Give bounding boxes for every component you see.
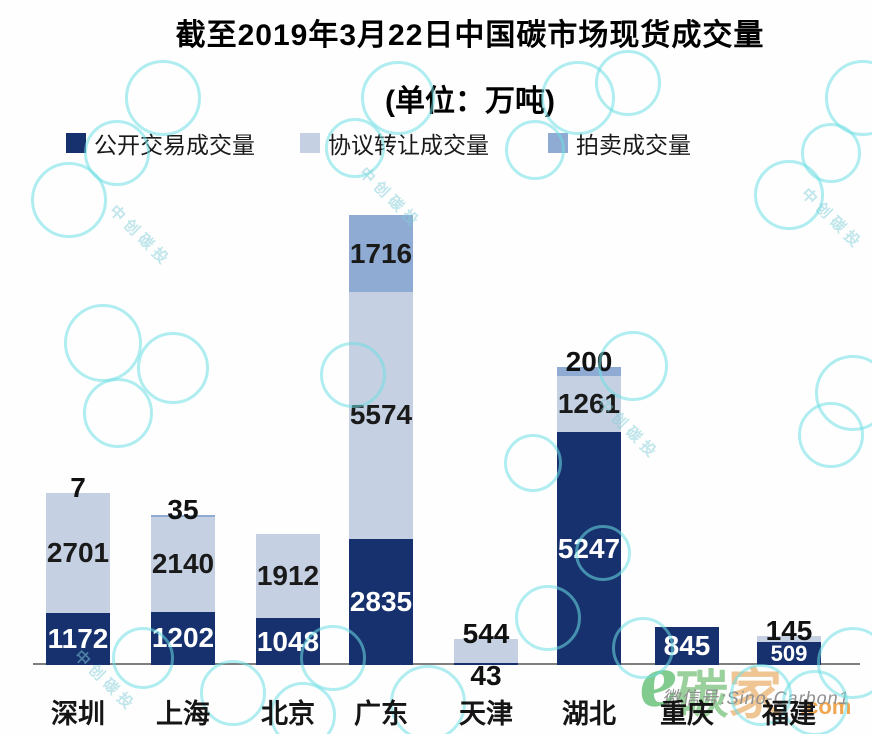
- bar-segment-open-trade: 2835: [349, 539, 413, 665]
- bar-segment-open-trade: [454, 663, 518, 665]
- bar-segment-agreement-transfer: 1912: [256, 533, 320, 619]
- stacked-bar: 1048 1912: [256, 533, 320, 665]
- bubble-watermark-icon: [84, 120, 150, 186]
- legend-swatch-agreement-transfer: [300, 133, 320, 153]
- bar-value-label-agreement-transfer: 1261: [557, 388, 621, 420]
- bubble-watermark-icon: [200, 660, 266, 726]
- bubble-watermark-icon: [515, 585, 581, 651]
- legend-item-auction: 拍卖成交量: [548, 131, 691, 158]
- x-axis-label: 天津: [459, 699, 513, 729]
- bar-segment-agreement-transfer: 2140: [151, 516, 215, 612]
- x-axis-label: 福建: [762, 699, 816, 729]
- stacked-bar: 1172 2701 7: [46, 473, 110, 665]
- bubble-watermark-icon: [83, 378, 153, 448]
- bubble-watermark-icon: [112, 627, 174, 689]
- bar-segment-auction: 1716: [349, 215, 413, 292]
- x-axis-label: 北京: [261, 699, 315, 729]
- bar-value-label-auction: 7: [70, 471, 86, 503]
- legend-swatch-open-trade: [66, 133, 86, 153]
- bubble-watermark-icon: [137, 332, 209, 404]
- bubble-watermark-icon: [325, 118, 385, 178]
- bar-value-label-agreement-transfer: 145: [765, 614, 813, 646]
- stacked-bar: 43 544: [454, 619, 518, 690]
- bubble-watermark-icon: [595, 50, 661, 116]
- bubble-watermark-icon: [612, 617, 674, 679]
- bar-value-label-open-trade: 2835: [349, 586, 413, 618]
- bubble-watermark-icon: [575, 525, 631, 581]
- bubble-watermark-icon: [270, 682, 336, 734]
- bubble-watermark-icon: [125, 60, 201, 136]
- legend-label-auction: 拍卖成交量: [576, 132, 691, 158]
- bar-value-label-open-trade: 1172: [47, 622, 109, 654]
- x-axis-label: 深圳: [51, 699, 105, 729]
- chart-title: 截至2019年3月22日中国碳市场现货成交量 (单位：万吨): [70, 10, 870, 120]
- bubble-watermark-icon: [504, 434, 562, 492]
- x-axis-baseline: [33, 663, 860, 665]
- bar-segment-auction: [557, 367, 621, 377]
- bubble-watermark-icon: [505, 120, 565, 180]
- bar-value-label-open-trade: 43: [470, 660, 502, 691]
- bar-segment-agreement-transfer: 5574: [349, 291, 413, 540]
- bar-segment-open-trade: 1172: [46, 612, 110, 665]
- bar-value-label-agreement-transfer: 2701: [46, 537, 110, 568]
- bar-segment-agreement-transfer: 2701: [46, 493, 110, 613]
- bubble-watermark-icon: [598, 331, 668, 401]
- stacked-bar: 509 145: [757, 616, 821, 665]
- x-axis-label: 重庆: [660, 699, 714, 729]
- bubble-watermark-icon: [300, 625, 366, 691]
- stacked-bar: 2835 5574 1716: [349, 215, 413, 665]
- x-axis-label: 湖北: [562, 699, 616, 729]
- watermark-logo-green-char: 碳: [676, 667, 729, 725]
- bar-segment-auction: [151, 515, 215, 517]
- bar-value-label-auction: 35: [167, 494, 199, 526]
- bubble-watermark-icon: [390, 665, 466, 734]
- bar-value-label-agreement-transfer: 1912: [256, 560, 320, 592]
- bubble-watermark-icon: [801, 123, 861, 183]
- bar-value-label-agreement-transfer: 544: [462, 617, 510, 649]
- bubble-watermark-icon: [361, 61, 435, 135]
- bar-value-label-auction: 1716: [349, 237, 413, 269]
- bubble-watermark-icon: [730, 664, 792, 726]
- bubble-watermark-icon: [754, 160, 824, 230]
- x-axis-label: 上海: [156, 699, 210, 729]
- chart-title-line1: 截至2019年3月22日中国碳市场现货成交量: [175, 19, 765, 52]
- bubble-watermark-icon: [320, 342, 386, 408]
- bar-value-label-agreement-transfer: 5574: [349, 399, 413, 431]
- diagonal-watermark-text: 中创碳投: [105, 202, 175, 271]
- bar-segment-agreement-transfer: [757, 635, 821, 643]
- bar-value-label-agreement-transfer: 2140: [151, 548, 215, 580]
- bubble-watermark-icon: [31, 162, 107, 238]
- bubble-watermark-icon: [798, 402, 864, 468]
- bubble-watermark-icon: [64, 304, 142, 382]
- bar-segment-agreement-transfer: 1261: [557, 376, 621, 433]
- bar-value-label-open-trade: 509: [770, 640, 808, 666]
- x-axis-label: 广东: [354, 699, 408, 729]
- bar-segment-open-trade: 509: [757, 642, 821, 665]
- bar-segment-agreement-transfer: [454, 638, 518, 664]
